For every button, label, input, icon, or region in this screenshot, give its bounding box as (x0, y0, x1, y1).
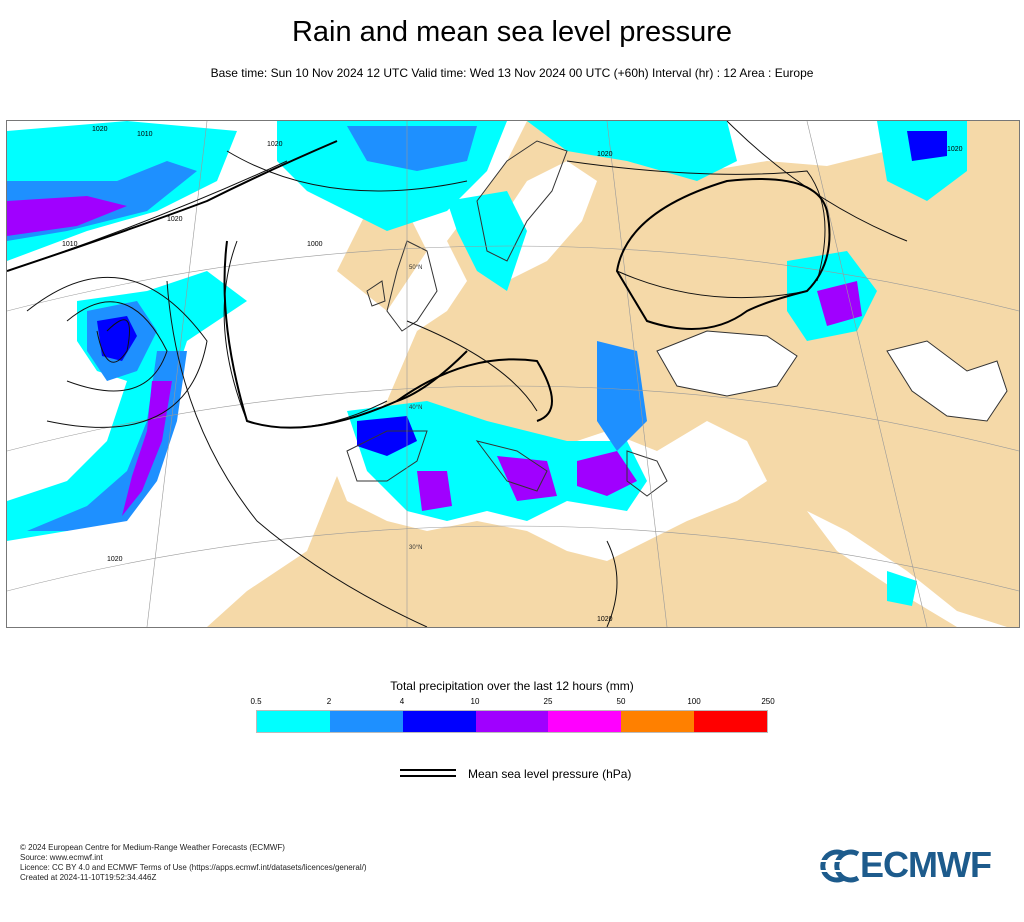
isobar-label: 1010 (137, 131, 153, 138)
colorbar-tick: 0.5 (250, 697, 262, 706)
isobars-bold (7, 140, 831, 429)
colorbar-tick: 250 (761, 697, 775, 706)
legend-title: Total precipitation over the last 12 hou… (390, 679, 634, 693)
isobar-label: 1020 (947, 146, 963, 153)
caspian-sea (887, 341, 1007, 421)
latitude-label: 30°N (409, 545, 422, 551)
colorbar-segment (621, 711, 695, 732)
colorbar-segment (475, 711, 549, 732)
licence-line: Licence: CC BY 4.0 and ECMWF Terms of Us… (20, 863, 367, 872)
source-line: Source: www.ecmwf.int (20, 853, 103, 862)
copyright-line: © 2024 European Centre for Medium-Range … (20, 843, 285, 852)
ecmwf-logo-text: ECMWF (860, 844, 992, 885)
chart-subtitle: Base time: Sun 10 Nov 2024 12 UTC Valid … (210, 66, 814, 80)
chart-title: Rain and mean sea level pressure (291, 16, 733, 48)
colorbar-tick: 2 (326, 697, 332, 706)
colorbar-tick: 50 (616, 697, 626, 706)
isobars (7, 121, 908, 627)
latitude-label: 50°N (409, 265, 422, 271)
ecmwf-logo-icon (814, 849, 862, 883)
colorbar-tick: 25 (543, 697, 553, 706)
isobar-label: 1020 (597, 151, 613, 158)
coastlines (346, 140, 1008, 497)
colorbar-segment (694, 711, 768, 732)
isobar-label: 1020 (167, 216, 183, 223)
isobar-legend-line (400, 766, 456, 779)
colorbar-tick: 100 (687, 697, 701, 706)
isobar-label: 1020 (92, 126, 108, 133)
isobar-label: 1020 (267, 141, 283, 148)
isobar-label: 1020 (107, 556, 123, 563)
isobar-labels: 1020 1010 1020 1020 1000 1010 1020 1020 … (62, 126, 963, 623)
colorbar-segment (257, 711, 330, 732)
map-canvas: 1020 1010 1020 1020 1000 1010 1020 1020 … (7, 121, 1019, 627)
colorbar-tick: 10 (470, 697, 480, 706)
latitude-labels: 50°N 40°N 30°N (409, 265, 422, 551)
black-sea (657, 331, 797, 396)
colorbar-segment (329, 711, 403, 732)
latitude-label: 40°N (409, 405, 422, 411)
colorbar-segment (548, 711, 622, 732)
precipitation-map: 1020 1010 1020 1020 1000 1010 1020 1020 … (6, 120, 1020, 628)
colorbar-segment (402, 711, 476, 732)
red-sea (807, 511, 1007, 627)
isobar-label: 1000 (307, 241, 323, 248)
graticule (7, 121, 1019, 627)
precipitation-colorbar (256, 710, 768, 733)
footer-credits: © 2024 European Centre for Medium-Range … (20, 843, 367, 883)
created-line: Created at 2024-11-10T19:52:34.446Z (20, 873, 157, 882)
isobar-legend-label: Mean sea level pressure (hPa) (468, 767, 632, 781)
isobar-label: 1010 (62, 241, 78, 248)
colorbar-tick: 4 (399, 697, 405, 706)
isobar-label: 1020 (597, 616, 613, 623)
